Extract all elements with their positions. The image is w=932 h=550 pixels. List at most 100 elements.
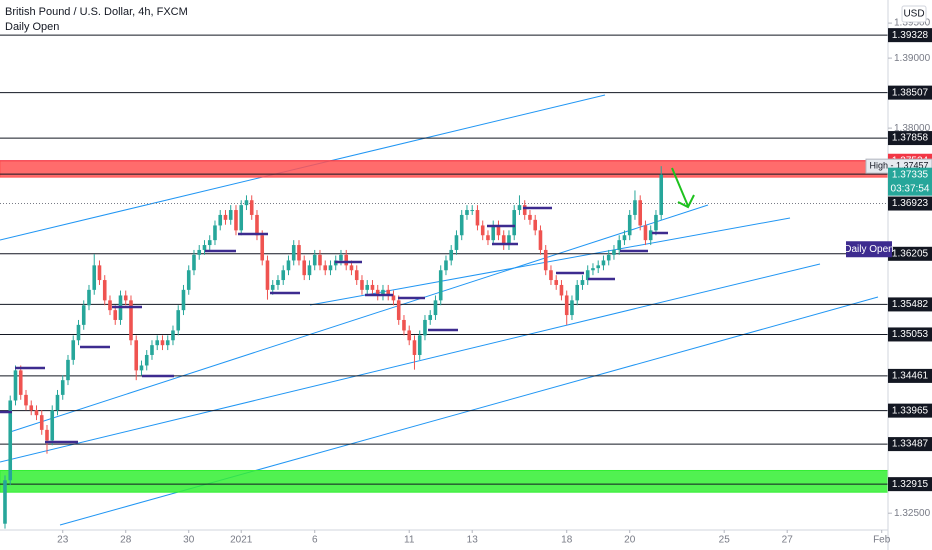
candle-body	[50, 410, 55, 441]
candle-body	[87, 289, 91, 306]
candle-body	[171, 330, 175, 341]
level-tag	[888, 403, 932, 418]
candle-body	[643, 225, 648, 241]
candle-body	[533, 219, 538, 231]
level-tag	[888, 477, 932, 492]
candle-body	[81, 305, 86, 325]
candle-body	[155, 340, 160, 346]
currency[interactable]: USD	[903, 9, 924, 20]
candle-body	[307, 265, 312, 276]
level-label: 1.39328	[892, 30, 929, 41]
candle-body	[370, 284, 375, 290]
candle-body	[202, 245, 207, 250]
level-label: 1.37858	[892, 133, 929, 144]
zone	[0, 160, 889, 178]
candle-body	[181, 289, 186, 311]
candle-body	[470, 210, 475, 212]
level-tag	[888, 131, 932, 146]
candle-body	[213, 225, 217, 241]
candle-body	[34, 410, 39, 416]
candle-body	[29, 405, 34, 411]
candle-body	[659, 174, 664, 215]
candle-body	[18, 370, 23, 395]
x-tick-label: 20	[624, 535, 636, 546]
high-label: High - 1.37457	[869, 161, 928, 171]
candle-body	[585, 270, 590, 281]
level-tag	[888, 297, 932, 312]
candle-body	[239, 205, 244, 231]
indicator-name: Daily Open	[5, 21, 59, 33]
candle-body	[323, 265, 328, 271]
x-tick-label: 18	[561, 535, 573, 546]
level-label: 1.34461	[892, 371, 929, 382]
current-price-label: 1.37335	[892, 169, 929, 180]
candle-body	[423, 319, 427, 336]
candle-body	[465, 210, 469, 215]
candle-body	[160, 340, 165, 346]
candle-body	[123, 295, 128, 301]
candle-body	[528, 214, 532, 220]
candle-body	[244, 200, 249, 206]
x-tick-label: 28	[120, 535, 132, 546]
current-price-tag	[888, 167, 932, 196]
level-tag	[888, 28, 932, 43]
x-tick-label: 27	[782, 535, 794, 546]
candle-body	[638, 200, 643, 226]
x-tick-label: Feb	[873, 535, 891, 546]
candle-body	[192, 254, 196, 271]
channel-line	[0, 263, 821, 463]
level-label: 1.32915	[892, 479, 929, 490]
candle-body	[318, 254, 322, 266]
candle-body	[480, 225, 485, 236]
candle-body	[522, 205, 527, 215]
candle-body	[108, 300, 112, 311]
candle-body	[97, 265, 102, 281]
level-tag	[888, 368, 932, 383]
arrow	[671, 167, 695, 209]
currency-box[interactable]	[901, 5, 927, 23]
candle-body	[601, 260, 606, 266]
candle-body	[255, 214, 259, 236]
x-tick-label: 13	[467, 535, 479, 546]
daily-open-marks	[0, 206, 668, 444]
daily-open-tag	[846, 241, 892, 258]
candle-body	[71, 340, 76, 360]
candle-body	[517, 205, 522, 211]
candle-body	[76, 324, 81, 341]
candle-body	[286, 260, 291, 271]
candle-body	[575, 284, 580, 301]
x-tick-label: 2021	[230, 535, 253, 546]
candle-body	[39, 415, 44, 430]
candle-body	[260, 235, 265, 261]
candle-body	[312, 254, 317, 266]
candle-body	[265, 260, 270, 290]
candle-body	[144, 354, 149, 366]
candle-body	[176, 310, 181, 331]
candle-body	[622, 235, 627, 241]
candle-body	[328, 265, 333, 271]
candle-body	[554, 280, 559, 285]
candle-body	[207, 240, 212, 246]
candle-body	[24, 394, 28, 406]
candle-body	[13, 370, 18, 401]
plot-area	[0, 34, 889, 529]
candle-body	[433, 300, 438, 316]
level-tag	[888, 246, 932, 261]
candle-body	[344, 254, 349, 266]
candle-body	[438, 270, 443, 301]
candle-body	[570, 300, 574, 316]
candle-body	[8, 400, 13, 481]
candle-body	[549, 270, 553, 281]
y-tick-label: 1.39000	[894, 53, 931, 64]
level-label: 1.35482	[892, 299, 929, 310]
y-tick-label: 1.32500	[894, 508, 931, 519]
candle-body	[648, 230, 653, 241]
candle-body	[606, 254, 611, 261]
candle-body	[402, 319, 406, 331]
candle-body	[512, 210, 517, 236]
level-label: 1.35053	[892, 329, 929, 340]
candle-body	[197, 249, 202, 255]
x-tick-label: 6	[312, 535, 318, 546]
